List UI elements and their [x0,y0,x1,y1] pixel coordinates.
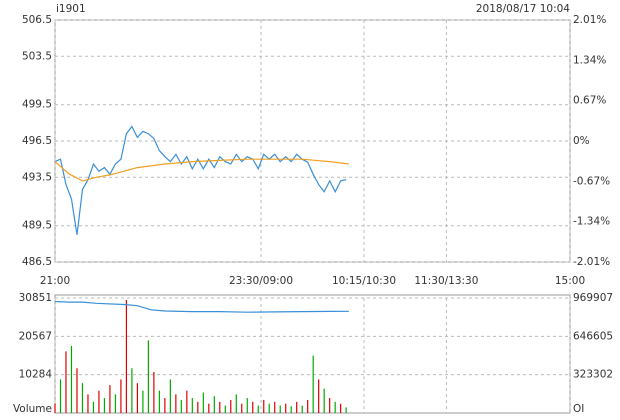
volume-bar [59,379,62,413]
volume-bar [164,398,166,413]
volume-bar [65,351,67,413]
price-frame [54,19,571,263]
volume-bar [180,399,182,413]
volume-bar [92,401,95,413]
volume-bar [98,390,100,413]
y-tick-label: 506.5 [22,14,52,26]
y2-tick-label: 2.01% [573,14,606,26]
y2-tick-label: 323302 [573,369,613,381]
volume-bar [340,403,342,413]
volume-bar [318,379,320,413]
timestamp: 2018/08/17 10:04 [476,3,570,15]
volume-bar [290,406,292,413]
volume-bar [114,394,117,413]
volume-bar [268,403,270,413]
volume-bar [208,403,210,413]
y2-tick-label: -1.34% [573,216,610,228]
volume-bar [312,355,314,413]
volume-bar [246,398,248,413]
volume-bar [235,394,237,413]
volume-bar [257,405,259,413]
volume-bar [136,383,138,413]
volume-bar [274,401,276,413]
volume-bar [285,403,287,413]
axis-name: Volume [13,403,52,415]
line [54,125,347,235]
volume-bar [153,371,155,413]
volume-bar [224,405,226,413]
volume-bar [202,392,204,413]
volume-bar [120,379,122,413]
volume-bar [191,398,193,413]
volume-bar [54,403,56,413]
y-tick-label: 10284 [19,369,53,381]
volume-bar [76,368,78,413]
y-tick-label: 499.5 [22,99,52,111]
volume-bar [197,401,199,413]
volume-bar [279,405,281,413]
volume-bar [109,385,111,413]
volume-bar [169,379,171,413]
volume-bar [334,401,336,413]
axis-name: OI [573,403,584,415]
volume-bar [252,401,254,413]
volume-bar [131,368,133,413]
y-tick-label: 503.5 [22,50,52,62]
volume-bar [329,398,331,413]
y-tick-label: 20567 [19,330,52,342]
y-tick-label: 489.5 [22,220,52,232]
volume-bar [70,345,73,413]
y2-tick-label: 0.67% [573,95,606,107]
y-tick-label: 493.5 [22,171,52,183]
volume-bar [125,300,128,413]
volume-bar [296,401,298,413]
volume-bar [142,390,144,413]
y2-tick-label: 969907 [573,292,613,304]
y2-tick-label: 0% [573,135,590,147]
volume-bar [186,390,188,413]
volume-bar [158,390,160,413]
line [54,300,349,313]
volume-bar [263,399,265,413]
volume-bar [103,398,106,413]
x-tick-label: 10:15/10:30 [332,275,396,287]
volume-bar [219,401,221,413]
y2-tick-label: -0.67% [573,175,610,187]
y-tick-label: 496.5 [22,135,52,147]
x-tick-label: 15:00 [555,275,585,287]
y-tick-label: 486.5 [22,256,52,268]
volume-bar [213,396,215,413]
volume-bar [147,340,149,413]
y-tick-label: 30851 [19,292,52,304]
volume-bar [87,394,89,413]
volume-bar [81,383,84,413]
x-tick-label: 23:30/09:00 [229,275,293,287]
volume-bar [230,399,232,413]
volume-bar [323,388,325,413]
symbol: i1901 [56,3,86,15]
y2-tick-label: 1.34% [573,54,606,66]
line [54,158,349,182]
volume-bar [175,394,177,413]
y2-tick-label: 646605 [573,330,613,342]
y2-tick-label: -2.01% [573,256,610,268]
x-tick-label: 21:00 [40,275,70,287]
volume-bar [241,403,243,413]
x-tick-label: 11:30/13:30 [414,275,478,287]
volume-bar [307,399,309,413]
volume-bar [345,407,347,413]
volume-bar [301,405,303,413]
